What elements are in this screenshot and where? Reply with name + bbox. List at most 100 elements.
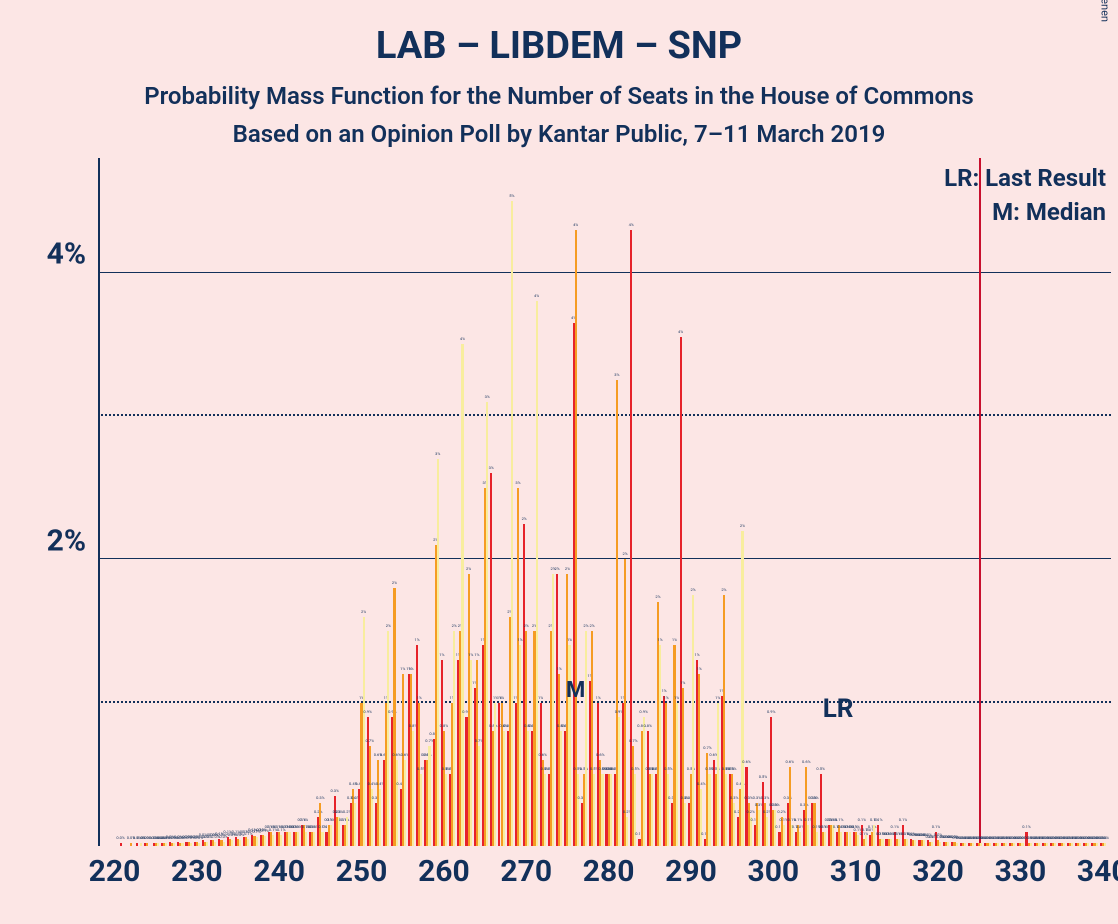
bar: 0.2%	[626, 817, 628, 846]
bar: 0.0%	[146, 843, 148, 846]
bar-value-label: 1%	[417, 695, 422, 700]
bar: 0.1%	[873, 825, 875, 847]
gridline	[98, 414, 1111, 416]
x-tick-label: 280	[583, 846, 635, 889]
bar: 0.0%	[1038, 843, 1040, 846]
bar: 0.0%	[190, 843, 192, 846]
bar: 0.6%	[404, 760, 406, 846]
bar-value-label: 0.1%	[932, 824, 940, 829]
x-tick-label: 330	[995, 846, 1047, 889]
x-tick-label: 320	[912, 846, 964, 889]
bar-value-label: 0.1%	[300, 817, 308, 822]
gridline	[98, 701, 1111, 703]
bar: 0.2%	[766, 817, 768, 846]
bar-value-label: 0.3%	[316, 795, 324, 800]
bar: 0.1%	[890, 839, 892, 846]
bar: 0.0%	[1079, 843, 1081, 846]
bar-value-label: 0.1%	[1022, 824, 1030, 829]
bar-value-label: 0.5%	[759, 774, 767, 779]
bar: 0.0%	[947, 842, 949, 846]
bar: 0.9%	[618, 717, 620, 846]
x-tick-label: 250	[336, 846, 388, 889]
bar: 0.5%	[593, 774, 595, 846]
bar: 0.8%	[527, 731, 529, 846]
bar: 0.2%	[338, 817, 340, 846]
bar: 0.0%	[206, 842, 208, 846]
bar: 4%	[575, 230, 577, 846]
bar-value-label: 0.9%	[767, 709, 775, 714]
bar: 0.5%	[577, 774, 579, 846]
bar-value-label: 0.2%	[335, 809, 343, 814]
bar-value-label: 0.6%	[742, 759, 750, 764]
bar-value-label: 3%	[485, 394, 490, 399]
bar: 0.5%	[601, 774, 603, 846]
bar-value-label: 0.5%	[728, 766, 736, 771]
bar: 0.1%	[256, 837, 258, 846]
bar-value-label: 3%	[614, 372, 619, 377]
bar-value-label: 0.1%	[835, 817, 843, 822]
bar: 0.0%	[1013, 843, 1015, 846]
bar-value-label: 0.1%	[899, 817, 907, 822]
bar-value-label: 0.3%	[330, 788, 338, 793]
bar: 0.0%	[964, 843, 966, 846]
bar: 0.0%	[136, 843, 138, 846]
bar: 0.0%	[1054, 843, 1056, 846]
bar: 0.5%	[544, 774, 546, 846]
x-tick-label: 310	[830, 846, 882, 889]
bar-value-label: 1%	[474, 652, 479, 657]
x-tick-label: 300	[748, 846, 800, 889]
bar-value-label: 2%	[583, 623, 588, 628]
bar: 0.0%	[923, 840, 925, 846]
bar-value-label: 0.1%	[794, 817, 802, 822]
bar: 0.1%	[865, 835, 867, 846]
bar-value-label: 0.1%	[874, 817, 882, 822]
bar-value-label: 1%	[680, 680, 685, 685]
bar-value-label: 2%	[524, 623, 529, 628]
chart-subtitle-1: Probability Mass Function for the Number…	[0, 68, 1118, 110]
bar: 0.0%	[1030, 843, 1032, 846]
bar: 0.0%	[140, 843, 142, 846]
bar: 5%	[511, 201, 513, 846]
bar-value-label: 1%	[499, 695, 504, 700]
bar: 0.0%	[1046, 843, 1048, 846]
gridline	[98, 558, 1111, 559]
legend-lr: LR: Last Result	[944, 164, 1106, 192]
bar: 0.0%	[239, 840, 241, 846]
lr-annotation: LR	[823, 694, 854, 724]
x-tick-label: 290	[665, 846, 717, 889]
bar: 0.5%	[420, 774, 422, 846]
bar-value-label: 1%	[468, 652, 473, 657]
bar: 0.0%	[1071, 843, 1073, 846]
bar: 0.0%	[914, 840, 916, 846]
bar-value-label: 1%	[664, 695, 669, 700]
bar: 0.1%	[313, 832, 315, 846]
bar-value-label: 0.2%	[746, 809, 754, 814]
bar: 1%	[659, 645, 661, 846]
bar: 0.1%	[898, 839, 900, 846]
bar-value-label: 2%	[361, 609, 366, 614]
bar: 0.8%	[412, 731, 414, 846]
bar: 2%	[741, 531, 743, 846]
bar: 0.3%	[758, 810, 760, 846]
bar: 0.0%	[939, 842, 941, 846]
x-tick-label: 220	[89, 846, 141, 889]
y-axis	[98, 158, 100, 846]
bar-value-label: 2%	[655, 594, 660, 599]
bar-value-label: 2%	[740, 523, 745, 528]
bar-value-label: 3%	[515, 480, 520, 485]
bar: 0.5%	[708, 774, 710, 846]
bar-value-label: 1%	[557, 666, 562, 671]
copyright-text: © 2019 Filip van Laenen	[1099, 0, 1112, 22]
bar-value-label: 0.7%	[703, 745, 711, 750]
bar: 0.1%	[330, 825, 332, 847]
bar: 2%	[552, 574, 554, 846]
bar-value-label: 0.3%	[761, 795, 769, 800]
bar: 0.5%	[651, 774, 653, 846]
bar: 0.6%	[396, 760, 398, 846]
bar-value-label: 0.4%	[697, 781, 705, 786]
bar-value-label: 0.6%	[392, 752, 400, 757]
x-tick-label: 270	[500, 846, 552, 889]
plot-area: 4%2%220230240250260270280290300310320330…	[98, 158, 1111, 846]
bar-value-label: 0.3%	[730, 795, 738, 800]
bar-value-label: 2%	[452, 623, 457, 628]
